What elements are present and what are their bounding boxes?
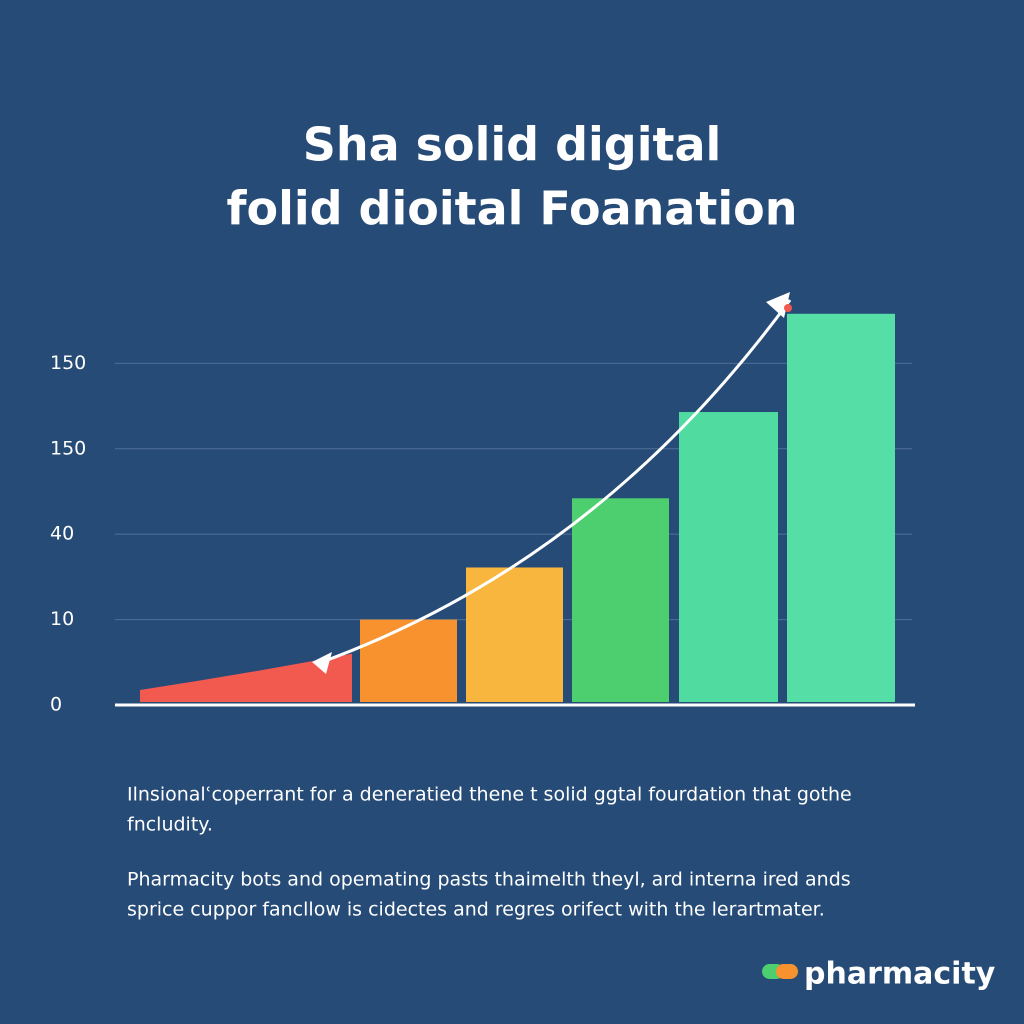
logo-icon [776,964,798,979]
logo-text: pharmacity [804,957,996,992]
arrow-tail [312,652,332,674]
title-line: Sha solid digital [303,118,722,172]
y-tick-label: 150 [50,352,86,374]
y-tick-label: 40 [50,523,74,545]
bar [360,619,457,702]
paragraph-line: sprice cuppor fancllow is cidectes and r… [127,899,825,921]
paragraph-line: Ilnsionalʿcoperrant for a deneratied the… [127,784,852,806]
y-tick-label: 10 [50,608,74,630]
paragraph-line: fncludity. [127,814,213,836]
bar [679,412,778,702]
bar [787,313,895,702]
y-tick-label: 150 [50,437,86,459]
arrow-dot [784,304,792,312]
paragraph-line: Pharmacity bots and opemating pasts thai… [127,869,851,891]
bar [140,653,352,702]
trend-arrow [321,299,792,664]
title-line: folid dioital Foanation [226,182,797,236]
arrow-head [766,292,790,318]
bar [466,567,563,702]
bar [572,498,669,702]
chart: 0 10 40 150 150 [50,313,915,716]
y-tick-label: 0 [50,694,62,716]
